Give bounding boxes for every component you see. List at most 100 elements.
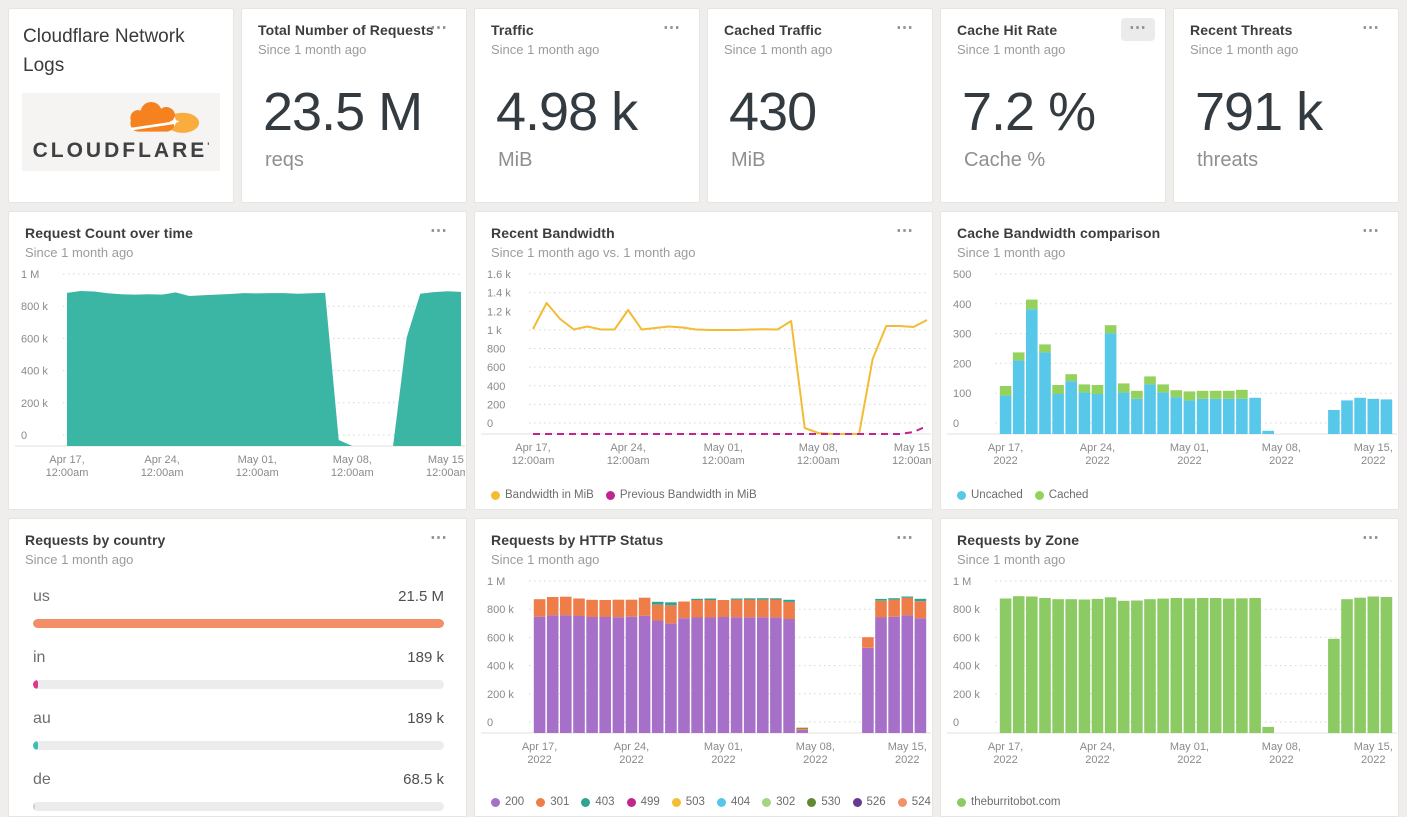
stat-unit: MiB bbox=[498, 149, 533, 171]
legend-dot-icon bbox=[671, 797, 681, 807]
panel-title: Requests by HTTP Status bbox=[491, 532, 664, 548]
svg-text:May 15,12:00am: May 15, 12:00am bbox=[892, 442, 931, 467]
panel-subtitle: Since 1 month ago bbox=[724, 42, 833, 57]
cloudflare-logo: CLOUDFLARE' bbox=[22, 93, 220, 171]
svg-text:1.6 k: 1.6 k bbox=[487, 269, 511, 281]
svg-text:Apr 24,2022: Apr 24, 2022 bbox=[1080, 741, 1115, 766]
svg-text:300: 300 bbox=[953, 329, 971, 341]
legend-item[interactable]: 530 bbox=[807, 796, 841, 808]
country-bar-track bbox=[33, 619, 444, 628]
cache-bandwidth-bar-chart[interactable]: 500 400 300 200 100 0 Apr 17, 2022 Apr 24, 2022 Ma… bbox=[945, 262, 1397, 474]
panel-menu-icon[interactable]: ⋯ bbox=[430, 18, 448, 37]
legend-label: 200 bbox=[505, 796, 525, 808]
cloudflare-wordmark: CLOUDFLARE' bbox=[32, 139, 210, 162]
svg-text:200 k: 200 k bbox=[487, 689, 514, 701]
svg-text:May 15,12:00am: May 15, 12:00am bbox=[426, 454, 465, 479]
svg-text:400 k: 400 k bbox=[953, 661, 980, 673]
legend-item[interactable]: 403 bbox=[581, 796, 615, 808]
stat-panel-recent-threats: Recent Threats Since 1 month ago ⋯ 791 k… bbox=[1173, 8, 1399, 203]
legend-dot-icon bbox=[852, 797, 862, 807]
panel-menu-icon[interactable]: ⋯ bbox=[663, 18, 681, 37]
svg-text:200 k: 200 k bbox=[953, 689, 980, 701]
legend-dot-icon bbox=[491, 490, 500, 500]
svg-text:400 k: 400 k bbox=[21, 366, 48, 378]
legend-dot-icon bbox=[1034, 490, 1044, 500]
request-count-area-chart[interactable]: 1 M 800 k 600 k 400 k 200 k 0 Apr 17, 12:00am Ap… bbox=[13, 262, 465, 486]
panel-menu-icon[interactable]: ⋯ bbox=[896, 528, 914, 547]
legend-item[interactable]: 404 bbox=[716, 796, 751, 808]
legend-dot-icon bbox=[762, 797, 772, 807]
stat-unit: reqs bbox=[265, 149, 304, 171]
legend-dot-icon bbox=[807, 797, 817, 807]
legend-label: 503 bbox=[685, 796, 705, 808]
panel-menu-icon[interactable]: ⋯ bbox=[896, 221, 914, 240]
panel-menu-icon[interactable]: ⋯ bbox=[1362, 221, 1380, 240]
panel-title: Request Count over time bbox=[25, 225, 193, 241]
legend-label: 530 bbox=[821, 796, 841, 808]
panel-menu-icon[interactable]: ⋯ bbox=[430, 528, 448, 547]
legend-item[interactable]: 302 bbox=[762, 796, 795, 808]
panel-menu-icon[interactable]: ⋯ bbox=[1121, 18, 1155, 41]
legend-item[interactable]: theburritobot.com bbox=[957, 796, 1061, 808]
svg-text:500: 500 bbox=[953, 269, 971, 281]
stat-value: 430 bbox=[729, 82, 817, 142]
svg-text:800 k: 800 k bbox=[953, 604, 980, 616]
legend-item[interactable]: 200 bbox=[491, 796, 524, 808]
svg-text:400: 400 bbox=[953, 299, 971, 311]
country-bar-fill bbox=[33, 680, 38, 689]
legend-item[interactable]: Bandwidth in MiB bbox=[491, 489, 594, 501]
legend-item[interactable]: Cached bbox=[1034, 489, 1088, 501]
stat-unit: threats bbox=[1197, 149, 1259, 171]
svg-text:1 M: 1 M bbox=[487, 576, 505, 588]
legend-item[interactable]: 499 bbox=[626, 796, 660, 808]
stat-unit: MiB bbox=[731, 149, 766, 171]
svg-text:400 k: 400 k bbox=[487, 661, 514, 673]
country-code: au bbox=[33, 710, 51, 727]
country-bar-track bbox=[33, 741, 444, 750]
panel-menu-icon[interactable]: ⋯ bbox=[1362, 18, 1380, 37]
stat-value: 7.2 % bbox=[962, 82, 1096, 142]
country-bar-track bbox=[33, 680, 444, 689]
country-value: 189 k bbox=[407, 649, 444, 666]
svg-text:May 01,2022: May 01, 2022 bbox=[1170, 741, 1209, 766]
svg-text:800 k: 800 k bbox=[21, 301, 48, 313]
legend-dot-icon bbox=[491, 797, 500, 807]
legend-item[interactable]: 526 bbox=[852, 796, 886, 808]
svg-text:May 15,2022: May 15, 2022 bbox=[888, 741, 927, 766]
panel-menu-icon[interactable]: ⋯ bbox=[430, 221, 448, 240]
stat-value: 4.98 k bbox=[496, 82, 638, 142]
panel-subtitle: Since 1 month ago bbox=[491, 552, 600, 567]
chart-panel-requests-by-zone: Requests by Zone Since 1 month ago ⋯ 1 M… bbox=[940, 518, 1399, 817]
svg-text:Apr 17,2022: Apr 17, 2022 bbox=[988, 442, 1023, 467]
legend-item[interactable]: 524 bbox=[897, 796, 931, 808]
stat-value: 23.5 M bbox=[263, 82, 423, 142]
legend-item[interactable]: Previous Bandwidth in MiB bbox=[605, 489, 757, 501]
stat-unit: Cache % bbox=[964, 149, 1046, 171]
svg-text:May 15,2022: May 15, 2022 bbox=[1354, 741, 1393, 766]
legend-label: 404 bbox=[730, 796, 751, 808]
legend-item[interactable]: 503 bbox=[671, 796, 705, 808]
panel-menu-icon[interactable]: ⋯ bbox=[1362, 528, 1380, 547]
legend-dot-icon bbox=[957, 797, 966, 807]
country-list: us 21.5 M in 189 k au 189 k de 68.5 k bbox=[9, 567, 466, 811]
svg-text:600: 600 bbox=[487, 362, 505, 374]
legend-item[interactable]: Uncached bbox=[957, 489, 1023, 501]
legend-label: 302 bbox=[776, 796, 796, 808]
country-value: 68.5 k bbox=[403, 771, 444, 788]
zone-bar-chart[interactable]: 1 M 800 k 600 k 400 k 200 k 0 Apr 17, 2022 Apr 2… bbox=[945, 569, 1397, 773]
panel-menu-icon[interactable]: ⋯ bbox=[896, 18, 914, 37]
chart-panel-requests-by-country: Requests by country Since 1 month ago ⋯ … bbox=[8, 518, 467, 817]
panel-subtitle: Since 1 month ago bbox=[1190, 42, 1299, 57]
panel-subtitle: Since 1 month ago bbox=[957, 42, 1066, 57]
country-bar-fill bbox=[33, 741, 38, 750]
panel-title: Cache Bandwidth comparison bbox=[957, 225, 1161, 241]
legend-item[interactable]: 301 bbox=[536, 796, 569, 808]
svg-text:May 08,12:00am: May 08, 12:00am bbox=[797, 442, 840, 467]
svg-text:600 k: 600 k bbox=[953, 632, 980, 644]
chart-legend: theburritobot.com bbox=[957, 796, 1061, 808]
svg-text:400: 400 bbox=[487, 381, 505, 393]
recent-bandwidth-line-chart[interactable]: 1.6 k 1.4 k 1.2 k 1 k 800 600 400 200 0 Apr 17, 12… bbox=[479, 262, 931, 474]
logo-panel: Cloudflare Network Logs CLOUDFLARE' bbox=[8, 8, 234, 203]
http-status-stacked-bar-chart[interactable]: 1 M 800 k 600 k 400 k 200 k 0 Apr 17, 2022 Apr 2… bbox=[479, 569, 931, 773]
